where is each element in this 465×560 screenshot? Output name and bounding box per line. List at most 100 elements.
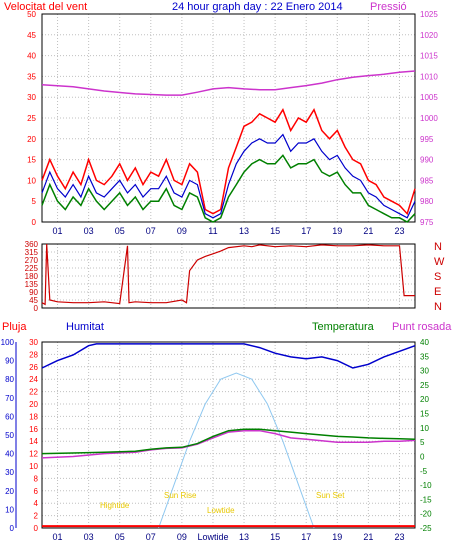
- rain-tick-label: 4: [34, 499, 39, 508]
- y2-tick-label: 1005: [420, 93, 438, 102]
- y-tick-label: 40: [27, 52, 36, 61]
- x-tick-label: 05: [115, 226, 125, 236]
- humidity-line: [41, 343, 416, 369]
- direction-panel-series: [41, 243, 415, 306]
- y-tick-label: 0: [34, 304, 39, 313]
- temp-tick-label: -25: [420, 524, 432, 533]
- y2-tick-label: 975: [420, 218, 434, 227]
- x-tick-label: 03: [84, 532, 94, 542]
- wind-low-line: [41, 154, 416, 223]
- plot-frame: [41, 341, 416, 529]
- direction-letter: N: [434, 241, 442, 253]
- y2-tick-label: 990: [420, 156, 434, 165]
- y-tick-label: 315: [25, 248, 39, 257]
- y-tick-label: 180: [25, 272, 39, 281]
- temp-tick-label: -20: [420, 510, 432, 519]
- rain-tick-label: 10: [29, 462, 38, 471]
- temp-tick-label: -15: [420, 495, 432, 504]
- x-tick-label: 03: [84, 226, 94, 236]
- temp-tick-label: 25: [420, 381, 429, 390]
- header-wind-label: Velocitat del vent: [4, 1, 87, 13]
- y-tick-label: 270: [25, 256, 39, 265]
- x-tick-label: 09: [177, 532, 187, 542]
- direction-panel-grid: [41, 243, 416, 309]
- humidity-tick-label: 60: [5, 412, 14, 421]
- x-tick-label: 21: [363, 226, 373, 236]
- hightide-label: Hightide: [100, 501, 130, 510]
- wind-avg-line: [41, 133, 416, 219]
- rain-tick-label: 22: [29, 388, 38, 397]
- y2-tick-label: 980: [420, 197, 434, 206]
- y2-tick-label: 1015: [420, 52, 438, 61]
- direction-letter: W: [434, 256, 445, 268]
- x-tick-label: 15: [270, 532, 280, 542]
- temp-tick-label: 20: [420, 395, 429, 404]
- y-tick-label: 5: [32, 197, 37, 206]
- temp-tick-label: 40: [420, 338, 429, 347]
- wind-panel-axes: 0510152025303540455097598098599099510001…: [27, 10, 438, 236]
- x-tick-label: 17: [301, 226, 311, 236]
- x-tick-label: 01: [53, 532, 63, 542]
- rain-tick-label: 2: [34, 512, 39, 521]
- wind-direction-line: [41, 243, 415, 306]
- sunset-label: Sun Set: [316, 491, 345, 500]
- lowtide-label: Lowtide: [207, 506, 235, 515]
- x-tick-label: 21: [363, 532, 373, 542]
- humidity-tick-label: 90: [5, 357, 14, 366]
- pressure-line: [41, 70, 416, 96]
- x-tick-label: 01: [53, 226, 63, 236]
- y-tick-label: 45: [27, 31, 36, 40]
- y-tick-label: 15: [27, 156, 36, 165]
- humidity-tick-label: 40: [5, 450, 14, 459]
- wind-gust-line: [41, 108, 416, 216]
- y-tick-label: 10: [27, 176, 36, 185]
- y2-tick-label: 1025: [420, 10, 438, 19]
- humidity-tick-label: 10: [5, 505, 14, 514]
- y2-tick-label: 985: [420, 176, 434, 185]
- humidity-tick-label: 20: [5, 487, 14, 496]
- y2-tick-label: 1020: [420, 31, 438, 40]
- temp-panel-series: [41, 343, 416, 529]
- rain-tick-label: 16: [29, 425, 38, 434]
- temp-panel-axes: 0102030405060708090100024681012141618202…: [1, 338, 432, 542]
- rain-tick-label: 30: [29, 338, 38, 347]
- humidity-tick-label: 50: [5, 431, 14, 440]
- x-tick-label: 23: [394, 226, 404, 236]
- direction-letter: N: [434, 301, 442, 313]
- rain-tick-label: 24: [29, 375, 38, 384]
- y-tick-label: 135: [25, 280, 39, 289]
- humidity-tick-label: 70: [5, 394, 14, 403]
- rain-title: Pluja: [2, 321, 27, 333]
- header-pressure-label: Pressió: [370, 1, 407, 13]
- y-tick-label: 30: [27, 93, 36, 102]
- plot-frame: [41, 13, 416, 223]
- y-tick-label: 45: [29, 296, 38, 305]
- y-tick-label: 360: [25, 240, 39, 249]
- temp-tick-label: 5: [420, 438, 425, 447]
- rain-tick-label: 0: [34, 524, 39, 533]
- sun-elevation-arc: [158, 372, 315, 529]
- y-tick-label: 225: [25, 264, 39, 273]
- temperature-line: [41, 428, 416, 455]
- y-tick-label: 50: [27, 10, 36, 19]
- rain-tick-label: 14: [29, 437, 38, 446]
- x-tick-label: 05: [115, 532, 125, 542]
- temp-tick-label: 10: [420, 424, 429, 433]
- temp-tick-label: -5: [420, 467, 428, 476]
- x-tick-label: 09: [177, 226, 187, 236]
- x-tick-label: 19: [332, 532, 342, 542]
- direction-letter: E: [434, 286, 441, 298]
- x-tick-label: 07: [146, 226, 156, 236]
- wind-panel-series: [41, 70, 416, 223]
- temp-tick-label: -10: [420, 481, 432, 490]
- humidity-title: Humitat: [66, 321, 104, 333]
- x-tick-label: 13: [239, 226, 249, 236]
- rain-tick-label: 20: [29, 400, 38, 409]
- x-tick-label: 07: [146, 532, 156, 542]
- y-tick-label: 90: [29, 288, 38, 297]
- y2-tick-label: 1000: [420, 114, 438, 123]
- x-tick-label: 19: [332, 226, 342, 236]
